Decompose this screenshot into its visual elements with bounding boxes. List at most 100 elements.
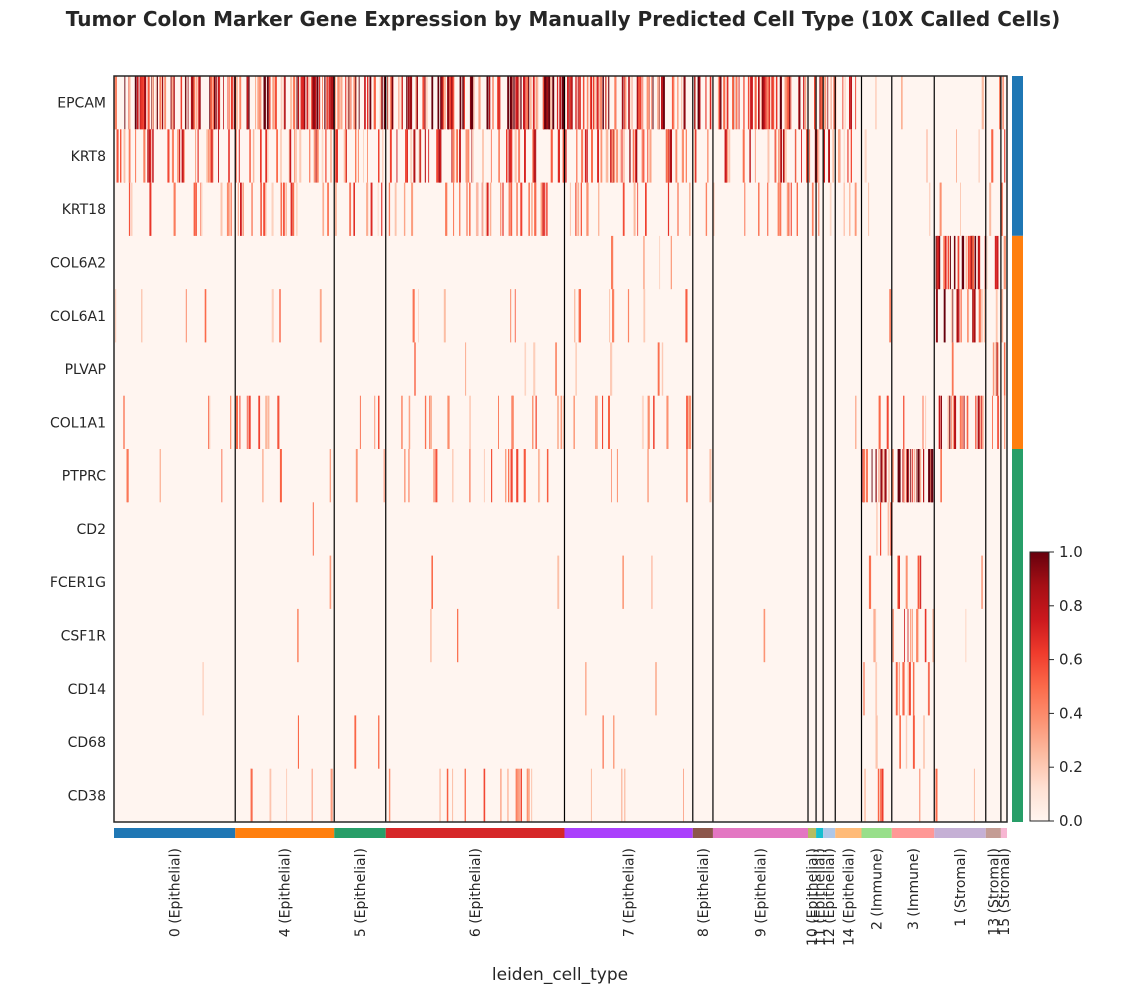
heatmap-cell xyxy=(162,76,164,130)
heatmap-cell xyxy=(185,76,187,130)
heatmap-cell xyxy=(516,182,518,236)
heatmap-cell xyxy=(316,129,319,183)
heatmap-cell xyxy=(619,129,621,183)
heatmap-cell xyxy=(353,76,356,130)
heatmap-cell xyxy=(652,76,654,130)
heatmap-cell xyxy=(803,76,804,130)
heatmap-cell xyxy=(919,555,922,609)
gene-label: COL6A1 xyxy=(50,309,106,325)
heatmap-cell xyxy=(666,395,669,449)
heatmap-cell xyxy=(297,715,299,769)
heatmap-cell xyxy=(951,289,953,343)
heatmap-cell xyxy=(994,235,997,290)
heatmap-cell xyxy=(892,449,894,503)
group-label: 8 (Epithelial) xyxy=(696,848,712,937)
heatmap-cell xyxy=(418,289,419,343)
heatmap-cell xyxy=(311,76,313,130)
heatmap-cell xyxy=(416,76,418,130)
heatmap-cell xyxy=(410,129,413,183)
heatmap-cell xyxy=(814,76,816,130)
heatmap-cell xyxy=(623,129,625,183)
heatmap-cell xyxy=(546,76,549,130)
heatmap-cell xyxy=(408,449,410,503)
heatmap-cell xyxy=(294,129,297,183)
heatmap-cell xyxy=(508,129,510,183)
heatmap-cell xyxy=(579,289,581,343)
heatmap-cell xyxy=(878,449,880,503)
heatmap-cell xyxy=(171,76,174,130)
heatmap-cell xyxy=(340,76,343,130)
colorbar: 0.0 0.2 0.4 0.6 0.8 1.0 xyxy=(1029,543,1083,830)
heatmap-cell xyxy=(511,395,514,449)
heatmap-cell xyxy=(452,768,454,822)
heatmap-cell xyxy=(181,129,184,183)
heatmap-cell xyxy=(533,342,536,396)
heatmap-cell xyxy=(511,76,513,130)
gene-label: CD38 xyxy=(68,788,106,804)
heatmap-cell xyxy=(355,129,357,183)
heatmap-cell xyxy=(310,76,312,130)
heatmap-cell xyxy=(478,76,481,130)
heatmap-cell xyxy=(459,182,461,236)
heatmap-cell xyxy=(400,76,402,130)
heatmap-cell xyxy=(926,129,928,183)
heatmap-cell xyxy=(754,129,756,183)
heatmap-cell xyxy=(355,449,358,503)
heatmap-cell xyxy=(758,76,760,130)
heatmap-cell xyxy=(884,449,887,503)
heatmap-cell xyxy=(738,76,740,130)
heatmap-cell xyxy=(616,449,618,503)
heatmap-cell xyxy=(230,395,232,449)
heatmap-cell xyxy=(557,129,560,183)
heatmap-cell xyxy=(238,129,240,183)
heatmap-cell xyxy=(811,182,814,236)
heatmap-cell xyxy=(498,395,499,449)
heatmap-cell xyxy=(592,76,595,130)
heatmap-cell xyxy=(370,182,373,236)
heatmap-cell xyxy=(606,76,608,130)
heatmap-cell xyxy=(381,182,383,236)
heatmap-cell xyxy=(895,662,898,716)
heatmap-cell xyxy=(297,76,300,130)
heatmap-cell xyxy=(228,129,230,183)
heatmap-cell xyxy=(600,76,602,130)
heatmap-cell xyxy=(899,449,901,503)
heatmap-cell xyxy=(123,395,125,449)
heatmap-cell xyxy=(871,449,873,503)
heatmap-cell xyxy=(445,182,448,236)
heatmap-cell xyxy=(667,129,670,183)
heatmap-cell xyxy=(415,76,417,130)
gene-label: FCER1G xyxy=(50,575,106,591)
heatmap-cell xyxy=(705,182,708,236)
heatmap-cell xyxy=(958,289,960,343)
heatmap-cell xyxy=(515,768,518,822)
heatmap-cell xyxy=(579,76,581,130)
heatmap-cell xyxy=(577,76,579,130)
heatmap-cell xyxy=(785,129,787,183)
colorbar-tick-label: 0.6 xyxy=(1059,651,1083,669)
heatmap-cell xyxy=(879,768,882,822)
heatmap-cell xyxy=(490,129,492,183)
heatmap-cell xyxy=(322,76,323,130)
heatmap-cell xyxy=(367,76,369,130)
heatmap-cell xyxy=(253,129,255,183)
heatmap-cell xyxy=(491,449,493,503)
heatmap-cell xyxy=(347,76,349,130)
heatmap-cell xyxy=(442,76,443,130)
heatmap-cell xyxy=(788,76,790,130)
heatmap-cell xyxy=(616,129,619,183)
gene-label: COL6A2 xyxy=(50,256,106,272)
gene-group-bar xyxy=(1012,235,1023,449)
heatmap-cell xyxy=(373,76,376,130)
heatmap-cell xyxy=(612,289,615,343)
heatmap-cell xyxy=(527,768,530,822)
heatmap-cell xyxy=(801,129,802,183)
group-label: 14 (Epithelial) xyxy=(841,848,857,946)
heatmap-cell xyxy=(349,76,351,130)
heatmap-cell xyxy=(452,129,454,183)
heatmap-cell xyxy=(151,76,154,130)
group-color-bar xyxy=(385,828,565,838)
heatmap-cell xyxy=(903,449,906,503)
heatmap-cell xyxy=(688,395,692,449)
group-color-bar xyxy=(823,828,836,838)
